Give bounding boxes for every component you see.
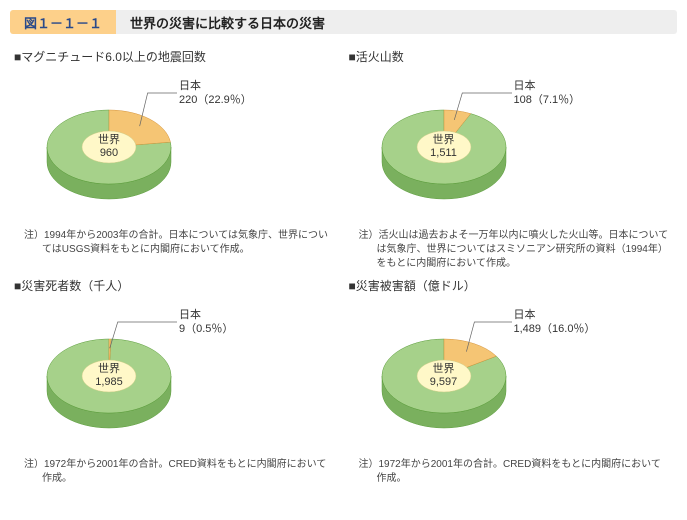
chart-title: ■災害死者数（千人）	[14, 277, 339, 294]
japan-callout: 日本1,489（16.0％）	[514, 308, 596, 337]
world-center-label: 世界960	[79, 134, 139, 160]
japan-callout: 日本220（22.9％）	[179, 79, 252, 108]
world-center-label: 世界1,985	[79, 363, 139, 389]
charts-grid: ■マグニチュード6.0以上の地震回数 日本220（22.9％） 世界960 注）19…	[10, 48, 677, 486]
chart-block-3: ■災害被害額（億ドル） 日本1,489（16.0％） 世界9,597 注）1972年…	[349, 277, 674, 486]
chart-block-2: ■災害死者数（千人） 日本9（0.5％） 世界1,985 注）1972年から2001…	[14, 277, 339, 486]
pie-chart: 日本108（7.1％） 世界1,511	[349, 67, 674, 227]
world-center-label: 世界9,597	[414, 363, 474, 389]
figure-title: 世界の災害に比較する日本の災害	[116, 10, 677, 34]
japan-callout: 日本9（0.5％）	[179, 308, 233, 337]
pie-chart: 日本220（22.9％） 世界960	[14, 67, 339, 227]
figure-header: 図１－１－１ 世界の災害に比較する日本の災害	[10, 10, 677, 34]
japan-callout: 日本108（7.1％）	[514, 79, 581, 108]
chart-block-1: ■活火山数 日本108（7.1％） 世界1,511 注）活火山は過去およそ一万年以内…	[349, 48, 674, 271]
chart-note: 注）1972年から2001年の合計。CRED資料をもとに内閣府において作成。	[349, 458, 674, 486]
chart-note: 注）1994年から2003年の合計。日本については気象庁、世界についてはUSGS…	[14, 229, 339, 257]
chart-title: ■活火山数	[349, 48, 674, 65]
world-center-label: 世界1,511	[414, 134, 474, 160]
pie-chart: 日本9（0.5％） 世界1,985	[14, 296, 339, 456]
chart-title: ■災害被害額（億ドル）	[349, 277, 674, 294]
figure-number: 図１－１－１	[10, 10, 116, 34]
chart-note: 注）活火山は過去およそ一万年以内に噴火した火山等。日本については気象庁、世界につ…	[349, 229, 674, 271]
chart-title: ■マグニチュード6.0以上の地震回数	[14, 48, 339, 65]
chart-note: 注）1972年から2001年の合計。CRED資料をもとに内閣府において作成。	[14, 458, 339, 486]
chart-block-0: ■マグニチュード6.0以上の地震回数 日本220（22.9％） 世界960 注）19…	[14, 48, 339, 271]
pie-chart: 日本1,489（16.0％） 世界9,597	[349, 296, 674, 456]
